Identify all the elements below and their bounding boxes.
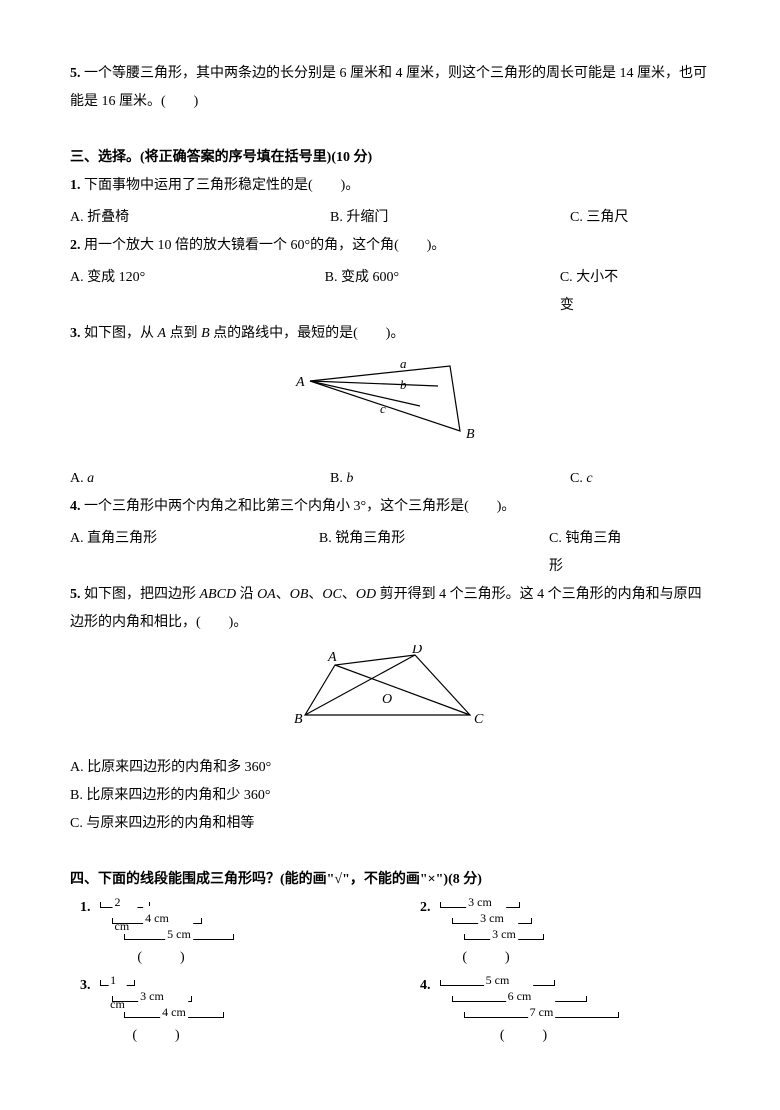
seg-label: 5 cm [165,922,193,946]
q-text: 一个三角形中两个内角之和比第三个内角小 3°，这个三角形是( )。 [84,499,515,514]
opt-c: C. 大小不变 [560,264,630,320]
opt-c: C. 钝角三角形 [549,525,630,581]
s4-item: 2.3 cm3 cm3 cm( ) [420,894,640,972]
q-text: 下面事物中运用了三角形稳定性的是( )。 [84,178,359,193]
q-num: 5. [70,587,81,602]
section-3: 三、选择。(将正确答案的序号填在括号里)(10 分) 1. 下面事物中运用了三角… [70,144,710,838]
s4-item-num: 4. [420,972,440,1000]
segment: 5 cm [124,926,234,940]
s3-q5-optC: C. 与原来四边形的内角和相等 [70,810,710,838]
segment: 1 cm [100,972,135,986]
opt-a: a [87,471,94,486]
answer-paren: ( ) [440,1022,619,1050]
opt-b: B. 升缩门 [330,204,490,232]
opt-a-prefix: A. [70,471,87,486]
od: OD [356,587,376,602]
s4-row: 3.1 cm3 cm4 cm( )4.5 cm6 cm7 cm( ) [80,972,710,1050]
s3-q3-figure: A B a b c [70,356,710,457]
segment: 7 cm [464,1004,619,1018]
s3-q4: 4. 一个三角形中两个内角之和比第三个内角小 3°，这个三角形是( )。 [70,493,710,521]
s4-item: 3.1 cm3 cm4 cm( ) [80,972,300,1050]
s3-q1-opts: A. 折叠椅 B. 升缩门 C. 三角尺 [70,204,710,232]
opt-c: C. 三角尺 [570,204,628,232]
oa: OA [257,587,276,602]
fig-label-O: O [382,692,392,707]
q-text: 点的路线中，最短的是( )。 [210,326,405,341]
lbl-a: A [158,326,167,341]
opt-b: B. 锐角三角形 [319,525,469,581]
ob: OB [290,587,309,602]
section-3-heading: 三、选择。(将正确答案的序号填在括号里)(10 分) [70,144,710,172]
s3-q5-figure: A B C D O [70,645,710,746]
s4-item-num: 2. [420,894,440,922]
q-text: 如下图，把四边形 [84,587,200,602]
fig-label-A: A [327,650,337,665]
opt-c: c [586,471,592,486]
s3-q5: 5. 如下图，把四边形 ABCD 沿 OA、OB、OC、OD 剪开得到 4 个三… [70,581,710,637]
abcd: ABCD [200,587,237,602]
fig-label-a: a [400,356,407,371]
q-num: 5. [70,66,81,81]
q-num: 1. [70,178,81,193]
s4-item-num: 1. [80,894,100,922]
seg-label: 3 cm [490,922,518,946]
s4-item: 1.2 cm4 cm5 cm( ) [80,894,300,972]
segment: 4 cm [124,1004,224,1018]
q-text: 点到 [166,326,201,341]
q-text: 一个等腰三角形，其中两条边的长分别是 6 厘米和 4 厘米，则这个三角形的周长可… [70,66,707,109]
fig-label-B: B [294,712,303,727]
s4-row: 1.2 cm4 cm5 cm( ) 2.3 cm3 cm3 cm( ) [80,894,710,972]
fig-label-A: A [295,375,305,390]
s3-q4-opts: A. 直角三角形 B. 锐角三角形 C. 钝角三角形 [70,525,710,581]
opt-a: A. 变成 120° [70,264,245,320]
q-text: 用一个放大 10 倍的放大镜看一个 60°的角，这个角( )。 [84,238,445,253]
answer-paren: ( ) [100,1022,224,1050]
s3-q3-opts: A. a B. b C. c [70,465,710,493]
s3-q3: 3. 如下图，从 A 点到 B 点的路线中，最短的是( )。 [70,320,710,348]
segment: 5 cm [440,972,555,986]
q-num: 3. [70,326,81,341]
opt-a: A. 直角三角形 [70,525,239,581]
judgment-q5: 5. 一个等腰三角形，其中两条边的长分别是 6 厘米和 4 厘米，则这个三角形的… [70,60,710,116]
s3-q2: 2. 用一个放大 10 倍的放大镜看一个 60°的角，这个角( )。 [70,232,710,260]
s3-q5-optA: A. 比原来四边形的内角和多 360° [70,754,710,782]
opt-b-prefix: B. [330,471,346,486]
seg-label: 4 cm [160,1000,188,1024]
section-4: 四、下面的线段能围成三角形吗？(能的画"√"，不能的画"×")(8 分) 1.2… [70,866,710,1050]
opt-c-prefix: C. [570,471,586,486]
q-text: 沿 [236,587,257,602]
fig-label-B: B [466,427,475,442]
seg-label: 7 cm [528,1000,556,1024]
s3-q1: 1. 下面事物中运用了三角形稳定性的是( )。 [70,172,710,200]
fig-label-C: C [474,712,484,727]
q-num: 2. [70,238,81,253]
seg-block: 1 cm3 cm4 cm( ) [100,972,224,1050]
q-num: 4. [70,499,81,514]
seg-block: 2 cm4 cm5 cm( ) [100,894,234,972]
seg-block: 3 cm3 cm3 cm( ) [440,894,544,972]
opt-b: B. 变成 600° [325,264,480,320]
oc: OC [322,587,341,602]
segment: 3 cm [464,926,544,940]
fig-label-c: c [380,401,386,416]
seg-block: 5 cm6 cm7 cm( ) [440,972,619,1050]
s3-q5-optB: B. 比原来四边形的内角和少 360° [70,782,710,810]
opt-a: A. 折叠椅 [70,204,250,232]
lbl-b: B [201,326,210,341]
s4-item-num: 3. [80,972,100,1000]
opt-b: b [346,471,353,486]
s3-q2-opts: A. 变成 120° B. 变成 600° C. 大小不变 [70,264,710,320]
fig-label-D: D [411,645,422,657]
fig-label-b: b [400,377,407,392]
segment: 6 cm [452,988,587,1002]
section-4-heading: 四、下面的线段能围成三角形吗？(能的画"√"，不能的画"×")(8 分) [70,866,710,894]
s4-item: 4.5 cm6 cm7 cm( ) [420,972,640,1050]
q-text: 如下图，从 [84,326,158,341]
